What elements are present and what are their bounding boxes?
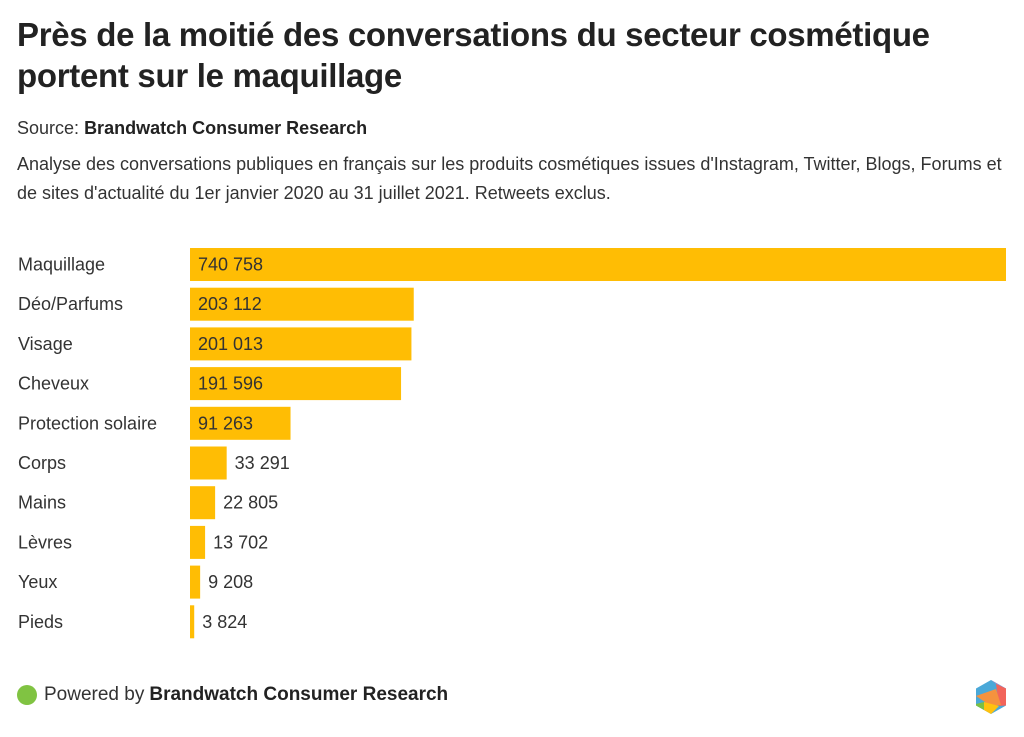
value-label: 9 208 [208,572,253,592]
value-label: 191 596 [198,374,263,394]
bar [190,406,291,440]
value-label: 3 824 [202,612,247,632]
bar [190,565,201,599]
bar [190,248,1006,281]
footer: Powered by Brandwatch Consumer Research [17,684,448,706]
bar-chart: Maquillage 740 758 Déo/Parfums 203 112 Visag… [18,248,1006,639]
brand-name: Brandwatch Consumer Research [149,684,449,705]
source-line: Source: Brandwatch Consumer Research [17,118,367,139]
value-label: 91 263 [198,413,253,433]
source-label: Source: [17,118,80,138]
bar [190,367,402,401]
category-label: Yeux [18,572,57,592]
bar [190,525,206,559]
category-label: Pieds [18,612,63,632]
chart-description: Analyse des conversations publiques en f… [17,154,1002,203]
powered-by-label: Powered by [44,684,145,705]
category-label: Protection solaire [18,413,157,433]
value-label: 13 702 [213,532,268,552]
bar [190,327,412,361]
value-label: 22 805 [223,493,278,513]
bar [190,605,195,639]
category-label: Cheveux [18,374,89,394]
bar [190,446,227,480]
status-dot-icon [17,685,37,705]
value-label: 201 013 [198,334,263,354]
value-label: 203 112 [198,294,262,314]
bar [190,287,414,321]
category-label: Lèvres [18,532,72,552]
category-label: Visage [18,334,73,354]
category-label: Maquillage [18,255,105,275]
brandwatch-logo-icon [976,680,1006,714]
source-name: Brandwatch Consumer Research [84,118,368,138]
category-label: Déo/Parfums [18,294,123,314]
chart-title: Près de la moitié des conversations du s… [17,16,930,94]
value-label: 33 291 [235,453,290,473]
category-label: Corps [18,453,66,473]
bar [190,486,216,520]
category-label: Mains [18,493,66,513]
value-label: 740 758 [198,255,263,275]
